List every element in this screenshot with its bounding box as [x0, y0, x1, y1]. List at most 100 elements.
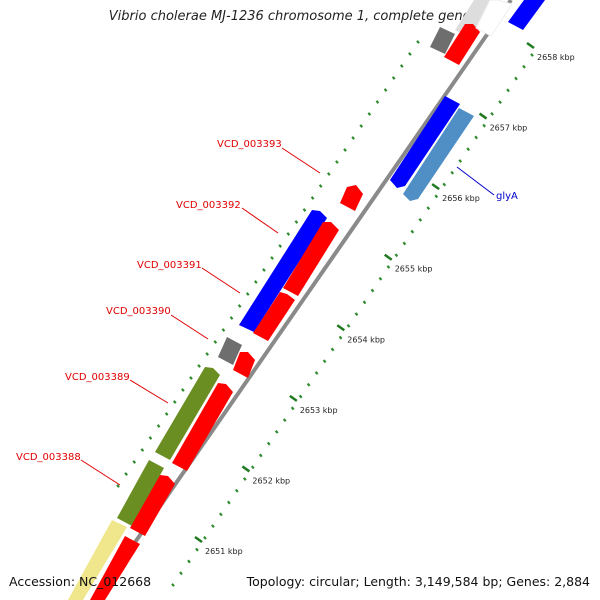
- tick-dot: [221, 328, 226, 332]
- tick-dot: [245, 292, 250, 296]
- gene-red-4[interactable]: [233, 352, 255, 378]
- tick-dot: [132, 460, 137, 464]
- tick-dot: [237, 304, 242, 308]
- gene-red-top[interactable]: [444, 24, 480, 65]
- kbp-label: 2657 kbp: [490, 124, 528, 133]
- gene-vcd-003391[interactable]: [239, 210, 327, 332]
- tick-dot: [189, 376, 193, 380]
- gene-olive-1[interactable]: [117, 460, 164, 526]
- gene-vcd-003389[interactable]: [155, 367, 220, 460]
- tick-dot: [211, 524, 215, 529]
- tick-dot: [458, 159, 463, 163]
- tick-dot: [522, 64, 526, 69]
- tick-dot: [250, 465, 255, 470]
- kbp-label: 2654 kbp: [347, 335, 385, 344]
- leader-vcd-003388: [80, 459, 121, 486]
- tick-dot: [386, 265, 391, 269]
- inner-tick-marks: [171, 53, 534, 587]
- kbp-major-tick: [383, 253, 393, 261]
- tick-dot: [338, 335, 343, 340]
- tick-dot: [116, 484, 120, 488]
- leader-glya: [456, 166, 495, 196]
- kbp-major-tick: [431, 183, 440, 191]
- kbp-major-tick: [241, 465, 251, 473]
- tick-dot: [418, 217, 423, 222]
- tick-dot: [278, 244, 283, 248]
- label-glya: glyA: [496, 191, 518, 202]
- gene-khaki[interactable]: [68, 520, 127, 600]
- gene-white-top[interactable]: [475, 0, 513, 37]
- kbp-labels: 2651 kbp 2652 kbp 2653 kbp 2654 kbp 2655 kbp…: [194, 41, 575, 556]
- tick-dot: [164, 412, 169, 416]
- tick-dot: [474, 135, 479, 140]
- gene-blue-reverse[interactable]: [390, 96, 460, 188]
- gene-gray-top[interactable]: [430, 27, 455, 54]
- label-vcd-003390: VCD_003390: [106, 306, 171, 317]
- kbp-label: 2652 kbp: [252, 476, 290, 485]
- tick-dot: [490, 111, 494, 116]
- tick-dot: [402, 241, 407, 246]
- tick-dot: [187, 559, 191, 564]
- tick-dot: [330, 347, 335, 352]
- forward-strand-features-inner: [90, 24, 480, 600]
- tick-dot: [306, 382, 311, 387]
- tick-dot: [394, 253, 399, 258]
- tick-dot: [416, 40, 420, 44]
- gene-vcd-003390[interactable]: [218, 337, 242, 365]
- tick-dot: [242, 477, 247, 481]
- gene-red-3[interactable]: [172, 383, 233, 471]
- tick-dot: [266, 441, 271, 446]
- gene-red-1[interactable]: [90, 536, 140, 600]
- gene-glya[interactable]: [403, 108, 474, 201]
- tick-dot: [514, 76, 518, 81]
- tick-dot: [391, 76, 396, 80]
- tick-dot: [179, 571, 183, 576]
- kbp-major-tick: [289, 394, 298, 402]
- tick-dot: [442, 182, 447, 187]
- tick-dot: [290, 406, 295, 411]
- tick-dot: [362, 300, 367, 305]
- tick-dot: [359, 124, 364, 128]
- tick-dot: [351, 136, 355, 140]
- topology-summary: Topology: circular; Length: 3,149,584 bp…: [246, 574, 590, 589]
- tick-dot: [314, 371, 319, 375]
- tick-dot: [354, 312, 359, 317]
- gene-red-2[interactable]: [130, 475, 175, 536]
- tick-dot: [197, 364, 201, 368]
- tick-dot: [274, 429, 279, 434]
- tick-dot: [234, 488, 239, 493]
- tick-dot: [408, 52, 412, 56]
- tick-dot: [343, 148, 347, 152]
- tick-dot: [498, 100, 502, 105]
- tick-dot: [506, 88, 510, 93]
- label-vcd-003389: VCD_003389: [65, 372, 130, 383]
- gene-vcd-003392[interactable]: [283, 222, 339, 296]
- tick-dot: [530, 53, 534, 57]
- tick-dot: [258, 453, 263, 458]
- tick-dot: [367, 112, 372, 116]
- leader-vcd-003389: [129, 379, 169, 404]
- gene-red-5[interactable]: [253, 292, 295, 341]
- tick-dot: [482, 123, 486, 128]
- tick-dot: [298, 394, 303, 399]
- label-vcd-003388: VCD_003388: [16, 452, 81, 463]
- leader-vcd-003390: [170, 314, 209, 340]
- kbp-label: 2656 kbp: [442, 194, 480, 203]
- leader-vcd-003393: [281, 147, 321, 174]
- tick-dot: [322, 359, 327, 364]
- tick-dot: [148, 436, 153, 440]
- tick-dot: [172, 400, 177, 404]
- gene-vcd-003393[interactable]: [340, 185, 363, 211]
- tick-dot: [270, 256, 274, 260]
- tick-dot: [195, 547, 199, 552]
- gene-blue-top[interactable]: [508, 0, 545, 30]
- tick-dot: [226, 500, 231, 505]
- kbp-label: 2655 kbp: [395, 265, 433, 274]
- tick-dot: [229, 316, 234, 320]
- tick-dot: [410, 229, 415, 234]
- tick-dot: [213, 340, 218, 344]
- tick-dot: [294, 220, 299, 224]
- tick-dot: [205, 352, 210, 356]
- leader-vcd-003392: [241, 207, 279, 234]
